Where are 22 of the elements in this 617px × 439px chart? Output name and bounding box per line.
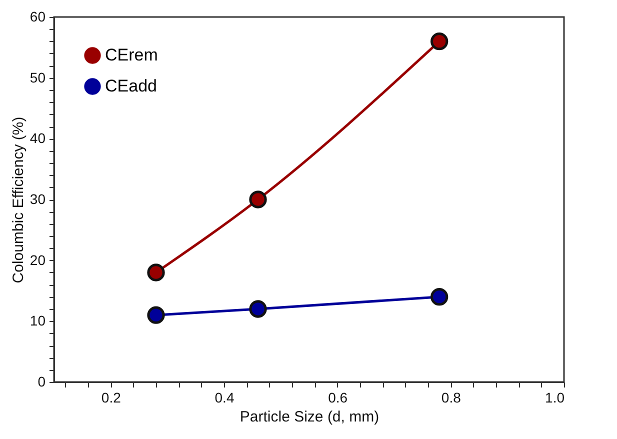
legend-label: CEadd <box>105 76 157 96</box>
x-tick-label: 1.0 <box>545 390 565 406</box>
y-tick-label: 20 <box>30 252 46 268</box>
y-tick-label: 40 <box>30 130 46 146</box>
x-tick-label: 0.6 <box>328 390 348 406</box>
point <box>249 190 267 208</box>
point <box>249 300 267 318</box>
y-tick-label: 10 <box>30 312 46 329</box>
x-tick-label: 0.8 <box>441 390 462 406</box>
x-axis-title: Particle Size (d, mm) <box>240 408 380 426</box>
point <box>147 264 165 282</box>
point <box>147 306 165 324</box>
x-tick-label: 0.4 <box>214 390 234 406</box>
point <box>430 288 448 306</box>
y-tick-label: 60 <box>30 8 46 24</box>
y-axis-title: Coloumbic Efficiency (%) <box>10 116 27 284</box>
legend-label: CErem <box>105 46 158 64</box>
y-tick-label: 50 <box>30 69 46 86</box>
y-tick-label: 30 <box>30 191 46 207</box>
y-tick-label: 0 <box>38 374 46 390</box>
x-tick-label: 0.2 <box>101 390 122 406</box>
point <box>430 32 448 50</box>
